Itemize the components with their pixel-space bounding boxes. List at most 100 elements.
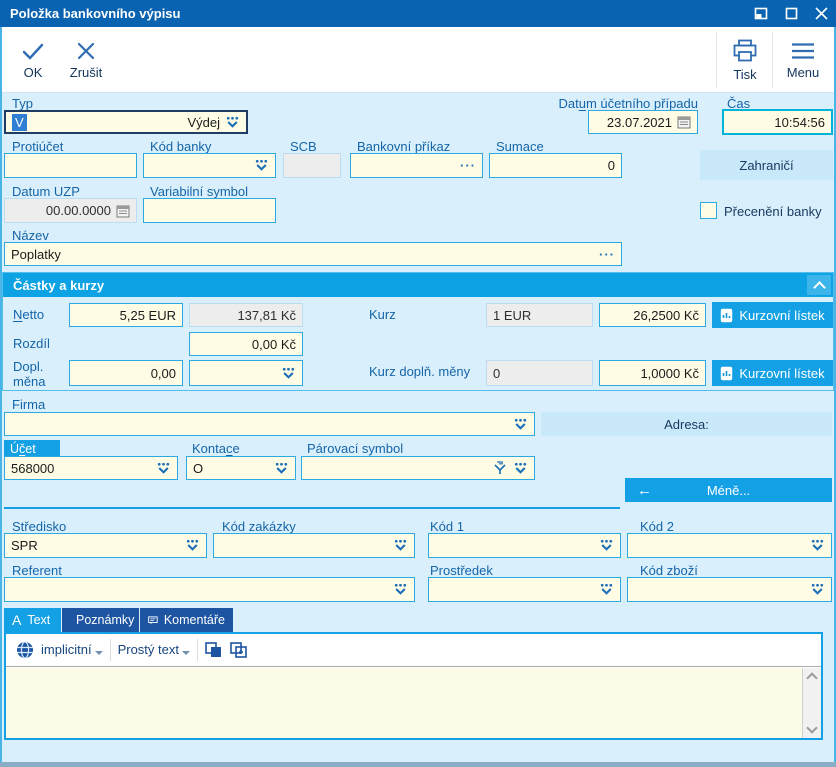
language-select-button[interactable]: implicitní — [41, 642, 103, 659]
bankovni-prikaz-field[interactable]: ··· — [350, 153, 483, 178]
dropdown-icon[interactable] — [810, 583, 825, 596]
scroll-down-icon[interactable] — [806, 722, 818, 734]
prostredek-label: Prostředek — [430, 563, 493, 578]
netto-foreign-field[interactable]: 5,25 EUR — [69, 303, 183, 327]
kod-banky-field[interactable] — [143, 153, 276, 178]
calendar-icon — [116, 205, 130, 217]
adresa-panel: Adresa: — [541, 412, 832, 436]
dopl-mena-amount-field[interactable]: 0,00 — [69, 360, 183, 386]
dropdown-icon[interactable] — [274, 462, 289, 475]
kod-zbozi-label: Kód zboží — [640, 563, 698, 578]
comment-bubble-icon — [148, 615, 158, 624]
exchange-list-icon — [721, 308, 733, 322]
kod-zbozi-field[interactable] — [627, 577, 832, 602]
parovaci-symbol-field[interactable] — [301, 456, 535, 480]
prostredek-field[interactable] — [428, 577, 621, 602]
kod-banky-label: Kód banky — [150, 139, 212, 154]
dopl-mena-currency-field[interactable] — [189, 360, 303, 386]
nazev-label: Název — [12, 228, 49, 243]
cas-field[interactable]: 10:54:56 — [722, 109, 833, 135]
amounts-section: Částky a kurzy Netto 5,25 EUR 137,81 Kč … — [2, 272, 834, 391]
format-select-button[interactable]: Prostý text — [118, 642, 190, 659]
text-a-icon: A — [12, 612, 22, 628]
kod1-field[interactable] — [428, 533, 621, 558]
rozdil-field[interactable]: 0,00 Kč — [189, 332, 303, 356]
sumace-field[interactable]: 0 — [489, 153, 622, 178]
collapse-section-button[interactable] — [807, 275, 831, 295]
main-toolbar: OK Zrušit Tisk Menu — [0, 27, 836, 93]
scb-label: SCB — [290, 139, 317, 154]
protiucet-field[interactable] — [4, 153, 137, 178]
kod-zakazky-field[interactable] — [213, 533, 415, 558]
ellipsis-icon[interactable]: ··· — [460, 158, 476, 173]
firma-field[interactable] — [4, 412, 535, 436]
kurzovni-listek-button[interactable]: Kurzovní lístek — [712, 302, 833, 328]
kurz-dopl-rate-field[interactable]: 1,0000 Kč — [599, 360, 706, 386]
dropdown-icon[interactable] — [513, 462, 528, 475]
typ-field[interactable]: V Výdej — [4, 110, 248, 134]
datum-ucetniho-pripadu-field[interactable]: 23.07.2021 — [588, 110, 698, 134]
calendar-icon[interactable] — [677, 115, 691, 129]
copy-add-icon[interactable] — [230, 642, 247, 658]
parovaci-symbol-label: Párovací symbol — [307, 441, 404, 456]
ellipsis-icon[interactable]: ··· — [599, 246, 615, 262]
text-content-area[interactable] — [6, 668, 821, 738]
cancel-x-icon — [77, 42, 95, 59]
dropdown-icon[interactable] — [810, 539, 825, 552]
ucet-field[interactable]: 568000 — [4, 456, 178, 480]
text-editor-panel: implicitní Prostý text — [4, 632, 823, 740]
globe-icon[interactable] — [16, 641, 34, 659]
referent-field[interactable] — [4, 577, 415, 602]
rozdil-label: Rozdíl — [13, 336, 50, 351]
kontace-field[interactable]: O — [186, 456, 296, 480]
cancel-button[interactable]: Zrušit — [60, 33, 112, 87]
print-button[interactable]: Tisk — [722, 33, 768, 87]
restore-button[interactable] — [746, 0, 776, 27]
editor-scrollbar[interactable] — [802, 668, 821, 738]
dopl-mena-label: Dopl. měna — [13, 359, 46, 389]
kurz-unit-field: 1 EUR — [486, 303, 593, 327]
kurz-dopl-unit-field: 0 — [486, 360, 593, 386]
mene-button[interactable]: ← Méně... — [625, 478, 832, 502]
dropdown-icon[interactable] — [156, 462, 171, 475]
preceneni-banky-checkbox[interactable] — [700, 202, 717, 219]
kurz-rate-field[interactable]: 26,2500 Kč — [599, 303, 706, 327]
bankovni-prikaz-label: Bankovní příkaz — [357, 139, 451, 154]
kurzovni-listek-button-2[interactable]: Kurzovní lístek — [712, 360, 833, 386]
dropdown-icon[interactable] — [513, 418, 528, 431]
chevron-down-icon — [182, 650, 190, 659]
dropdown-icon[interactable] — [225, 116, 240, 129]
copy-icon[interactable] — [205, 642, 222, 658]
zahranici-button[interactable]: Zahraničí — [700, 150, 833, 180]
dropdown-icon[interactable] — [393, 539, 408, 552]
tab-text[interactable]: A Text — [4, 608, 61, 632]
variabilni-symbol-field[interactable] — [143, 198, 276, 223]
tab-poznamky[interactable]: Poznámky — [62, 608, 139, 632]
menu-button[interactable]: Menu — [778, 33, 828, 87]
scroll-up-icon[interactable] — [806, 672, 818, 684]
editor-toolbar: implicitní Prostý text — [6, 634, 821, 667]
kod1-label: Kód 1 — [430, 519, 464, 534]
kod-zakazky-label: Kód zakázky — [222, 519, 296, 534]
typ-value: Výdej — [187, 114, 220, 130]
stredisko-field[interactable]: SPR — [4, 533, 207, 558]
window-border-bottom — [0, 762, 836, 767]
dropdown-icon[interactable] — [393, 583, 408, 596]
maximize-button[interactable] — [776, 0, 806, 27]
editor-toolbar-separator — [197, 639, 198, 661]
close-button[interactable] — [806, 0, 836, 27]
tab-komentare[interactable]: Komentáře — [140, 608, 233, 632]
dropdown-icon[interactable] — [185, 539, 200, 552]
kod2-field[interactable] — [627, 533, 832, 558]
menu-hamburger-icon — [792, 42, 814, 59]
dropdown-icon[interactable] — [599, 539, 614, 552]
ok-button[interactable]: OK — [10, 33, 56, 87]
filter-icon[interactable] — [493, 461, 507, 475]
nazev-field[interactable]: Poplatky ··· — [4, 242, 622, 266]
dropdown-icon[interactable] — [254, 159, 269, 172]
toolbar-separator — [716, 32, 717, 88]
dropdown-icon[interactable] — [281, 367, 296, 380]
dropdown-icon[interactable] — [599, 583, 614, 596]
